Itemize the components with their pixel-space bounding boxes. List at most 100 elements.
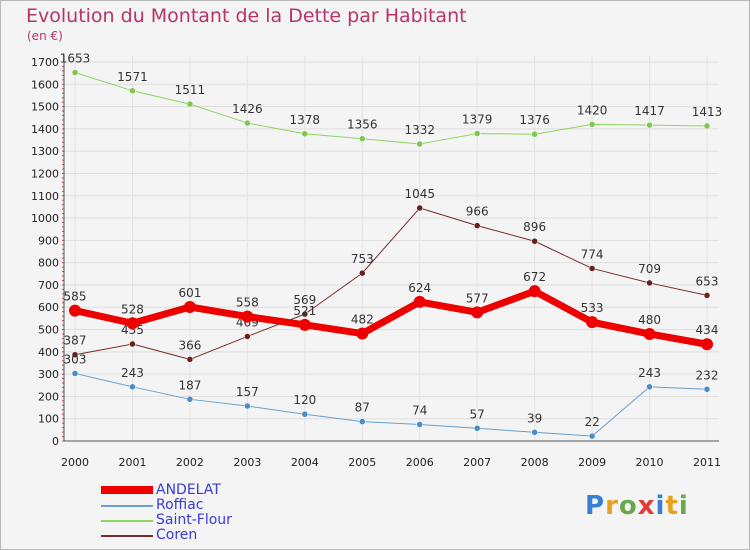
data-label: 774 [581, 247, 604, 261]
data-label: 243 [638, 366, 661, 380]
data-label: 434 [696, 323, 719, 337]
series-line-coren [74, 207, 708, 360]
data-label: 1045 [404, 187, 435, 201]
legend-swatch [101, 520, 153, 522]
x-tick-label: 2010 [636, 456, 664, 469]
data-label: 558 [236, 296, 259, 310]
data-point [646, 279, 653, 287]
data-point [186, 100, 194, 108]
data-point [129, 383, 136, 391]
data-point [359, 269, 366, 277]
data-label: 87 [355, 401, 370, 415]
data-label: 1571 [117, 70, 148, 84]
data-point [703, 386, 711, 393]
data-point [186, 356, 194, 363]
legend-label: Saint-Flour [156, 512, 232, 528]
y-tick-label: 100 [38, 413, 59, 426]
logo-letter: x [637, 491, 656, 521]
data-label: 1378 [290, 113, 321, 127]
data-point [473, 222, 481, 229]
data-label: 1356 [347, 118, 378, 132]
data-label: 435 [121, 323, 144, 337]
data-point [588, 432, 596, 440]
data-label: 1653 [60, 51, 91, 65]
data-label: 1332 [404, 123, 435, 137]
y-tick-label: 900 [38, 234, 59, 247]
data-point [416, 140, 423, 148]
data-point [531, 429, 538, 436]
data-point [126, 317, 139, 330]
data-label: 120 [293, 393, 316, 407]
data-label: 585 [64, 290, 87, 304]
data-point [359, 418, 366, 425]
logo-letter: t [665, 491, 679, 521]
logo-letter: i [678, 491, 689, 521]
x-tick-label: 2004 [291, 456, 319, 469]
data-point [71, 69, 79, 76]
data-label: 387 [64, 334, 87, 348]
legend-swatch [101, 535, 153, 537]
data-point [71, 351, 79, 358]
data-point [244, 333, 251, 340]
data-point [646, 383, 653, 391]
data-point [301, 410, 309, 418]
logo-letter: o [618, 491, 638, 521]
data-label: 74 [412, 404, 427, 418]
data-label: 521 [293, 304, 316, 318]
x-tick-label: 2011 [693, 456, 721, 469]
x-tick-label: 2003 [233, 456, 261, 469]
logo-letter: i [655, 491, 666, 521]
data-point [588, 265, 596, 272]
data-label: 533 [581, 301, 604, 315]
data-point [416, 421, 423, 428]
data-point [473, 130, 481, 137]
data-label: 480 [638, 313, 661, 327]
data-label: 753 [351, 252, 374, 266]
data-label: 157 [236, 385, 259, 399]
y-tick-label: 700 [38, 279, 59, 292]
x-tick-label: 2007 [463, 456, 491, 469]
logo-letter: P [585, 491, 606, 521]
data-label: 22 [584, 415, 599, 429]
y-tick-label: 500 [38, 324, 59, 337]
data-label: 57 [470, 407, 485, 421]
data-point [244, 402, 251, 410]
data-point [528, 285, 541, 298]
data-label: 1376 [519, 113, 550, 127]
data-label: 366 [178, 338, 201, 352]
data-label: 672 [523, 270, 546, 284]
y-tick-label: 200 [38, 390, 59, 403]
x-tick-label: 2001 [118, 456, 146, 469]
y-tick-label: 1600 [31, 78, 59, 91]
series-line-saint-flour [74, 72, 708, 145]
y-tick-label: 1200 [31, 167, 59, 180]
logo-letter: r [605, 491, 619, 521]
data-label: 303 [64, 352, 87, 366]
data-point [186, 396, 194, 403]
y-tick-label: 1300 [31, 145, 59, 158]
data-point [588, 121, 596, 128]
data-point [643, 327, 656, 340]
legend-label: ANDELAT [156, 482, 221, 498]
data-point [69, 304, 81, 317]
plot-area [64, 56, 719, 441]
series-line-roffiac [74, 372, 708, 437]
data-label: 1420 [577, 103, 608, 117]
chart-title: Evolution du Montant de la Dette par Hab… [26, 5, 467, 27]
data-label: 243 [121, 366, 144, 380]
data-point [71, 370, 79, 377]
x-tick-label: 2000 [61, 456, 89, 469]
data-point [586, 316, 599, 329]
data-label: 1413 [692, 105, 723, 119]
data-label: 709 [638, 262, 661, 276]
data-point [413, 295, 426, 308]
data-point [471, 306, 484, 319]
data-label: 1426 [232, 102, 263, 116]
data-point [646, 121, 653, 129]
proxiti-logo: Proxiti [585, 491, 689, 521]
legend-label: Coren [156, 527, 198, 543]
data-point [301, 310, 309, 318]
data-point [531, 237, 538, 245]
data-label: 39 [527, 411, 542, 425]
data-label: 896 [523, 220, 546, 234]
